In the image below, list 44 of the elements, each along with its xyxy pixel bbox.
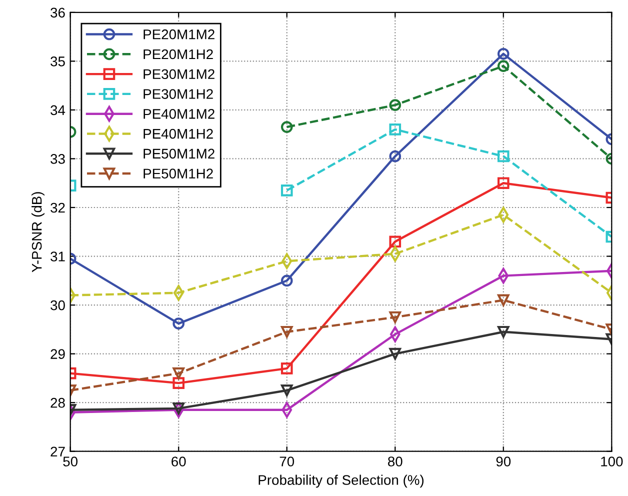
x-tick-label: 100 bbox=[601, 456, 623, 466]
y-tick-label: 29 bbox=[50, 349, 65, 359]
y-tick-label: 27 bbox=[50, 446, 65, 456]
y-tick-label: 32 bbox=[50, 202, 65, 213]
point bbox=[280, 384, 293, 396]
legend-label: PE20M1M2 bbox=[144, 29, 214, 40]
y-axis-title: Y-PSNR (dB) bbox=[32, 192, 44, 272]
point bbox=[498, 48, 510, 60]
point bbox=[498, 150, 510, 162]
legend-label: PE30M1M2 bbox=[144, 69, 214, 80]
point bbox=[389, 311, 402, 324]
legend-label: PE40M1H2 bbox=[144, 128, 213, 139]
point bbox=[280, 362, 293, 374]
y-tick-label: 31 bbox=[50, 252, 65, 262]
point bbox=[498, 326, 510, 338]
legend-label: PE30M1H2 bbox=[144, 89, 213, 99]
x-tick-label: 50 bbox=[63, 456, 78, 466]
x-tick-label: 70 bbox=[280, 456, 294, 466]
x-tick-label: 90 bbox=[496, 456, 511, 466]
y-tick-label: 36 bbox=[50, 8, 65, 18]
point bbox=[280, 184, 293, 196]
point bbox=[280, 274, 293, 287]
point bbox=[498, 294, 510, 306]
point bbox=[280, 121, 293, 133]
y-tick-label: 33 bbox=[50, 154, 65, 164]
legend-label: PE50M1M2 bbox=[144, 148, 214, 159]
point bbox=[498, 60, 510, 72]
point bbox=[498, 177, 510, 190]
legend-label: PE40M1M2 bbox=[144, 109, 214, 119]
y-tick-label: 28 bbox=[50, 398, 65, 408]
legend-label: PE20M1H2 bbox=[144, 49, 213, 60]
point bbox=[389, 348, 402, 360]
point bbox=[389, 99, 402, 111]
x-axis-title: Probability of Selection (%) bbox=[258, 474, 424, 488]
y-tick-label: 34 bbox=[50, 105, 66, 116]
legend-label: PE50M1H2 bbox=[144, 168, 213, 179]
x-tick-label: 80 bbox=[388, 456, 402, 466]
point bbox=[389, 124, 402, 136]
y-tick-label: 30 bbox=[50, 300, 65, 310]
point bbox=[280, 326, 293, 338]
x-tick-label: 60 bbox=[172, 456, 186, 466]
y-tick-label: 35 bbox=[50, 56, 65, 66]
point bbox=[389, 150, 402, 162]
point bbox=[389, 236, 402, 248]
